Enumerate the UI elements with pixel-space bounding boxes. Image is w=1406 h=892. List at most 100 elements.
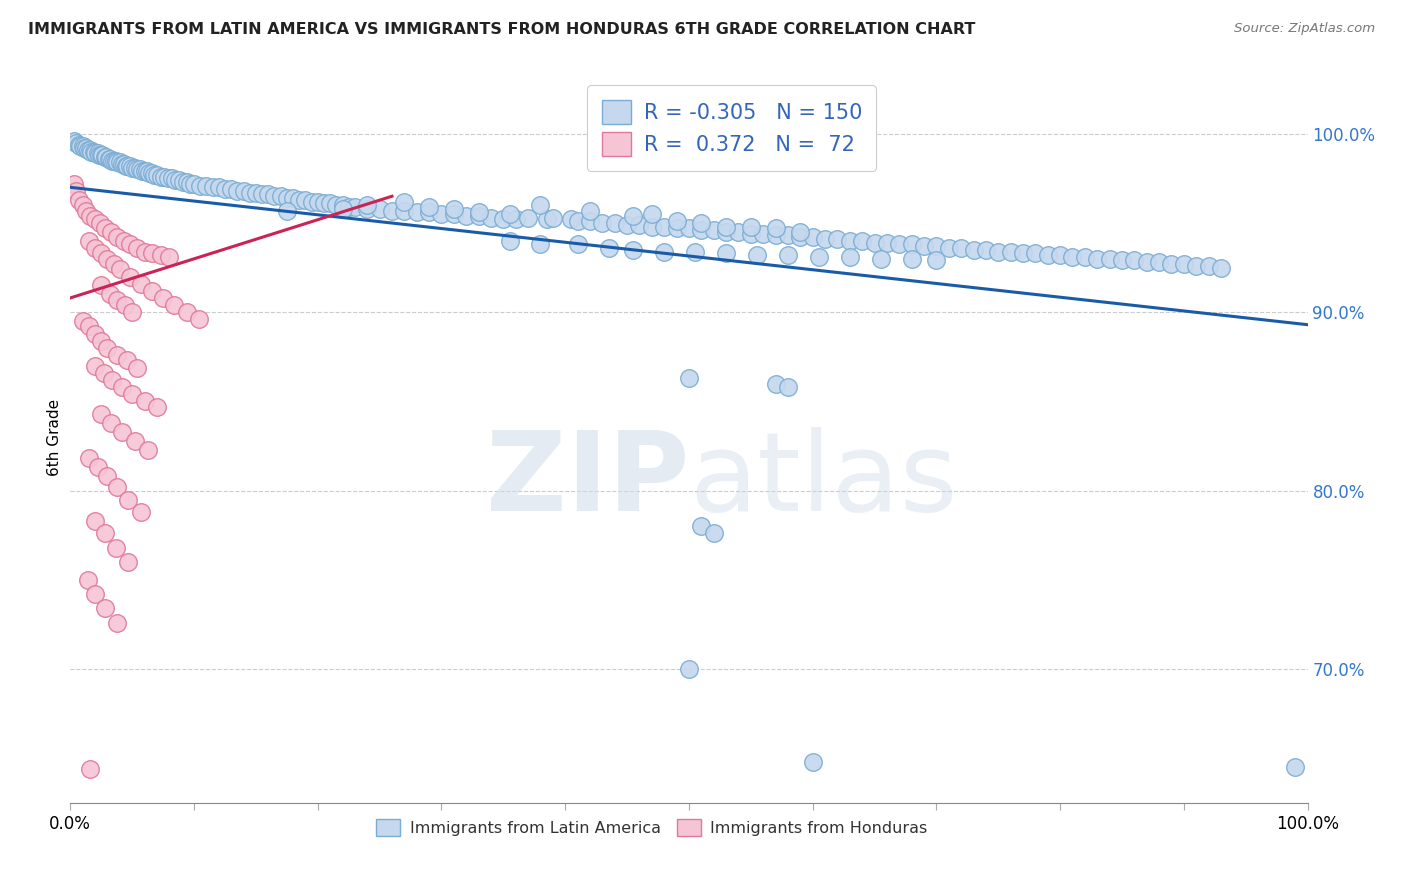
Point xyxy=(214,182,236,196)
Point xyxy=(827,232,849,246)
Point xyxy=(65,184,87,198)
Point xyxy=(90,148,112,162)
Point xyxy=(165,173,187,187)
Point xyxy=(98,287,121,301)
Point xyxy=(443,207,465,221)
Point xyxy=(745,248,768,262)
Point xyxy=(98,152,121,166)
Point xyxy=(90,407,112,421)
Point xyxy=(152,291,174,305)
Point xyxy=(312,196,335,211)
Point xyxy=(188,178,211,193)
Point xyxy=(479,211,502,225)
Point xyxy=(900,237,922,252)
Point xyxy=(1098,252,1121,266)
Text: ZIP: ZIP xyxy=(485,427,689,534)
Point xyxy=(115,353,138,368)
Point xyxy=(690,216,713,230)
Point xyxy=(77,319,100,334)
Point xyxy=(498,207,520,221)
Point xyxy=(105,153,128,168)
Point xyxy=(219,182,242,196)
Point xyxy=(591,216,613,230)
Point xyxy=(257,187,280,202)
Point xyxy=(381,203,404,218)
Point xyxy=(492,212,515,227)
Point xyxy=(703,223,725,237)
Point xyxy=(96,469,118,483)
Point xyxy=(270,189,292,203)
Point xyxy=(167,173,190,187)
Point xyxy=(83,145,105,159)
Point xyxy=(1012,246,1035,260)
Point xyxy=(579,214,602,228)
Point xyxy=(118,269,141,284)
Point xyxy=(1062,250,1084,264)
Point xyxy=(1123,253,1146,268)
Point xyxy=(105,615,128,630)
Point xyxy=(129,505,152,519)
Point xyxy=(176,175,198,189)
Point xyxy=(498,234,520,248)
Point xyxy=(418,200,440,214)
Point xyxy=(690,223,713,237)
Point xyxy=(112,157,135,171)
Point xyxy=(332,198,354,212)
Point xyxy=(598,241,620,255)
Point xyxy=(838,250,860,264)
Point xyxy=(652,219,675,234)
Point xyxy=(740,219,762,234)
Point xyxy=(141,246,163,260)
Point xyxy=(176,305,198,319)
Point xyxy=(157,250,180,264)
Point xyxy=(149,169,172,184)
Point xyxy=(900,252,922,266)
Point xyxy=(869,252,891,266)
Point xyxy=(84,241,107,255)
Point xyxy=(208,180,231,194)
Point xyxy=(153,169,176,184)
Point xyxy=(789,225,811,239)
Point xyxy=(1036,248,1059,262)
Point xyxy=(430,207,453,221)
Point xyxy=(678,371,700,385)
Point xyxy=(628,218,651,232)
Point xyxy=(876,235,898,250)
Point xyxy=(124,434,146,448)
Point xyxy=(80,145,103,159)
Point xyxy=(652,244,675,259)
Point xyxy=(714,219,737,234)
Point xyxy=(118,159,141,173)
Point xyxy=(90,246,112,260)
Point xyxy=(124,161,146,175)
Point xyxy=(101,153,124,168)
Point xyxy=(183,177,205,191)
Point xyxy=(96,341,118,355)
Point xyxy=(356,202,378,216)
Point xyxy=(245,186,267,200)
Point xyxy=(517,211,540,225)
Point xyxy=(950,241,973,255)
Point xyxy=(579,203,602,218)
Point xyxy=(138,166,160,180)
Point xyxy=(690,519,713,533)
Point xyxy=(714,225,737,239)
Point xyxy=(79,762,101,776)
Point xyxy=(94,526,117,541)
Point xyxy=(136,442,159,457)
Point xyxy=(79,143,101,157)
Point xyxy=(889,237,911,252)
Legend: Immigrants from Latin America, Immigrants from Honduras: Immigrants from Latin America, Immigrant… xyxy=(370,813,934,842)
Point xyxy=(456,209,478,223)
Point xyxy=(776,228,799,243)
Text: Source: ZipAtlas.com: Source: ZipAtlas.com xyxy=(1234,22,1375,36)
Point xyxy=(146,400,169,414)
Point xyxy=(172,175,194,189)
Point xyxy=(801,755,824,769)
Point xyxy=(141,166,163,180)
Point xyxy=(752,227,775,241)
Point xyxy=(179,177,201,191)
Point xyxy=(925,253,948,268)
Point xyxy=(467,205,489,219)
Point xyxy=(76,573,98,587)
